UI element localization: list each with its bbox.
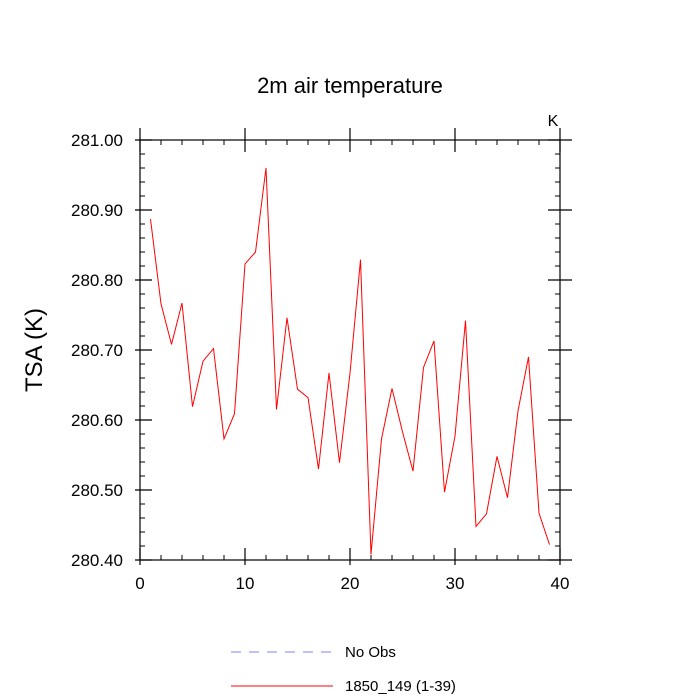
y-tick-label: 280.50 [71,481,123,500]
chart-title: 2m air temperature [257,73,443,98]
y-tick-label: 280.60 [71,411,123,430]
minor-ticks [140,140,560,560]
x-tick-label: 0 [135,574,144,593]
y-tick-label: 281.00 [71,131,123,150]
legend: No Obs 1850_149 (1-39) [231,644,456,695]
x-tick-label: 10 [236,574,255,593]
y-axis-label: TSA (K) [21,308,48,392]
legend-label: No Obs [345,644,396,661]
x-tick-label: 40 [551,574,570,593]
y-tick-label: 280.70 [71,341,123,360]
y-tick-labels: 280.40 280.50 280.60 280.70 280.80 280.90 281.… [71,131,123,570]
y-tick-label: 280.40 [71,551,123,570]
x-tick-labels: 0 10 20 30 40 [135,574,569,593]
major-ticks [135,128,572,565]
y-tick-label: 280.80 [71,271,123,290]
y-tick-label: 280.90 [71,201,123,220]
x-tick-label: 30 [446,574,465,593]
legend-label: 1850_149 (1-39) [345,678,456,695]
series-line [150,167,550,555]
units-label: K [548,113,559,130]
x-tick-label: 20 [341,574,360,593]
plot-frame [139,139,561,561]
series-layer [150,167,550,555]
